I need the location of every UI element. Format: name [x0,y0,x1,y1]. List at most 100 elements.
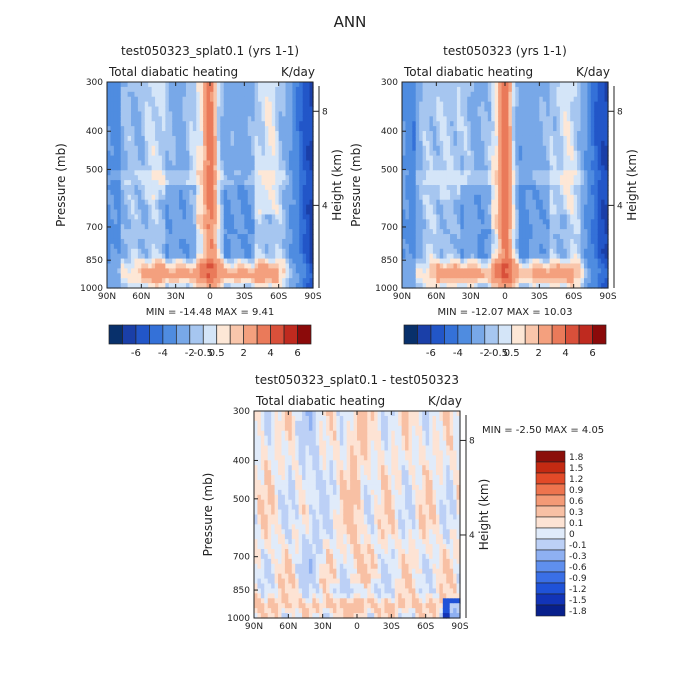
heatmap-cell [474,224,479,230]
heatmap-cell [189,165,194,171]
heatmap-cell [446,189,451,196]
heatmap-cell [144,229,149,235]
heatmap-cell [559,219,564,225]
heatmap-cell [456,160,461,166]
heatmap-cell [124,229,129,235]
heatmap-cell [422,273,427,279]
heatmap-cell [539,175,544,181]
heatmap-cell [535,219,540,225]
heatmap-cell [124,214,129,220]
heatmap-cell [525,101,530,108]
heatmap-cell [549,229,554,235]
heatmap-cell [422,170,427,176]
heatmap-cell [494,126,499,132]
heatmap-cell [299,224,304,230]
heatmap-cell [268,209,273,216]
heatmap-cell [532,248,537,255]
heatmap-cell [306,185,311,191]
heatmap-cell [158,258,163,265]
heatmap-cell [264,243,269,250]
heatmap-cell [168,219,173,225]
heatmap-cell [532,175,537,181]
heatmap-cell [432,180,437,186]
heatmap-cell [453,170,458,176]
heatmap-cell [240,258,245,265]
x-tick-label: 60S [270,292,287,302]
heatmap-cell [563,209,568,216]
heatmap-cell [127,101,132,108]
heatmap-cell [203,214,208,220]
heatmap-cell [151,175,156,181]
heatmap-cell [556,145,561,152]
heatmap-cell [210,111,215,117]
heatmap-cell [254,150,259,157]
heatmap-cell [120,268,125,274]
heatmap-cell [539,238,544,245]
heatmap-cell [546,165,551,171]
heatmap-cell [141,150,146,157]
heatmap-cell [498,238,503,245]
heatmap-cell [196,189,201,196]
heatmap-cell [282,91,287,98]
heatmap-cell [185,185,190,191]
heatmap-cell [227,185,232,191]
heatmap-cell [415,91,420,98]
heatmap-cell [570,209,575,216]
heatmap-cell [295,96,300,103]
heatmap-cell [570,86,575,93]
heatmap-cell [412,258,417,265]
heatmap-cell [549,101,554,108]
heatmap-cell [535,214,540,220]
heatmap-cell [247,229,252,235]
heatmap-cell [192,96,197,103]
heatmap-cell [460,175,465,181]
heatmap-cell [539,219,544,225]
heatmap-cell [240,165,245,171]
heatmap-cell [436,131,441,137]
heatmap-cell [168,101,173,108]
heatmap-cell [148,204,153,211]
heatmap-cell [456,185,461,191]
heatmap-cell [137,185,142,191]
heatmap-cell [179,248,184,255]
heatmap-cell [443,91,448,98]
heatmap-cell [306,101,311,108]
heatmap-cell [309,111,314,117]
heatmap-cell [563,194,568,201]
heatmap-cell [484,219,489,225]
heatmap-cell [450,229,455,235]
heatmap-cell [594,111,599,117]
heatmap-cell [240,91,245,98]
heatmap-cell [532,116,537,122]
heatmap-cell [518,135,523,142]
heatmap-cell [185,140,190,147]
heatmap-cell [220,199,225,206]
heatmap-cell [288,263,293,269]
heatmap-cell [107,199,112,206]
heatmap-cell [282,131,287,137]
heatmap-cell [278,258,283,265]
heatmap-cell [505,189,510,196]
heatmap-cell [487,283,492,289]
heatmap-cell [515,126,520,132]
heatmap-cell [498,283,503,289]
heatmap-cell [220,170,225,176]
heatmap-cell [487,101,492,108]
heatmap-cell [148,106,153,113]
heatmap-cell [529,189,534,196]
heatmap-cell [182,82,187,88]
heatmap-cell [113,165,118,171]
heatmap-cell [419,229,424,235]
heatmap-cell [501,248,506,255]
heatmap-cell [165,91,170,98]
heatmap-cell [422,155,427,162]
heatmap-cell [203,140,208,147]
heatmap-cell [426,258,431,265]
heatmap-cell [278,243,283,250]
heatmap-cell [168,189,173,196]
heatmap-cell [216,86,221,93]
heatmap-cell [587,248,592,255]
heatmap-cell [511,96,516,103]
heatmap-cell [408,194,413,201]
heatmap-cell [577,258,582,265]
